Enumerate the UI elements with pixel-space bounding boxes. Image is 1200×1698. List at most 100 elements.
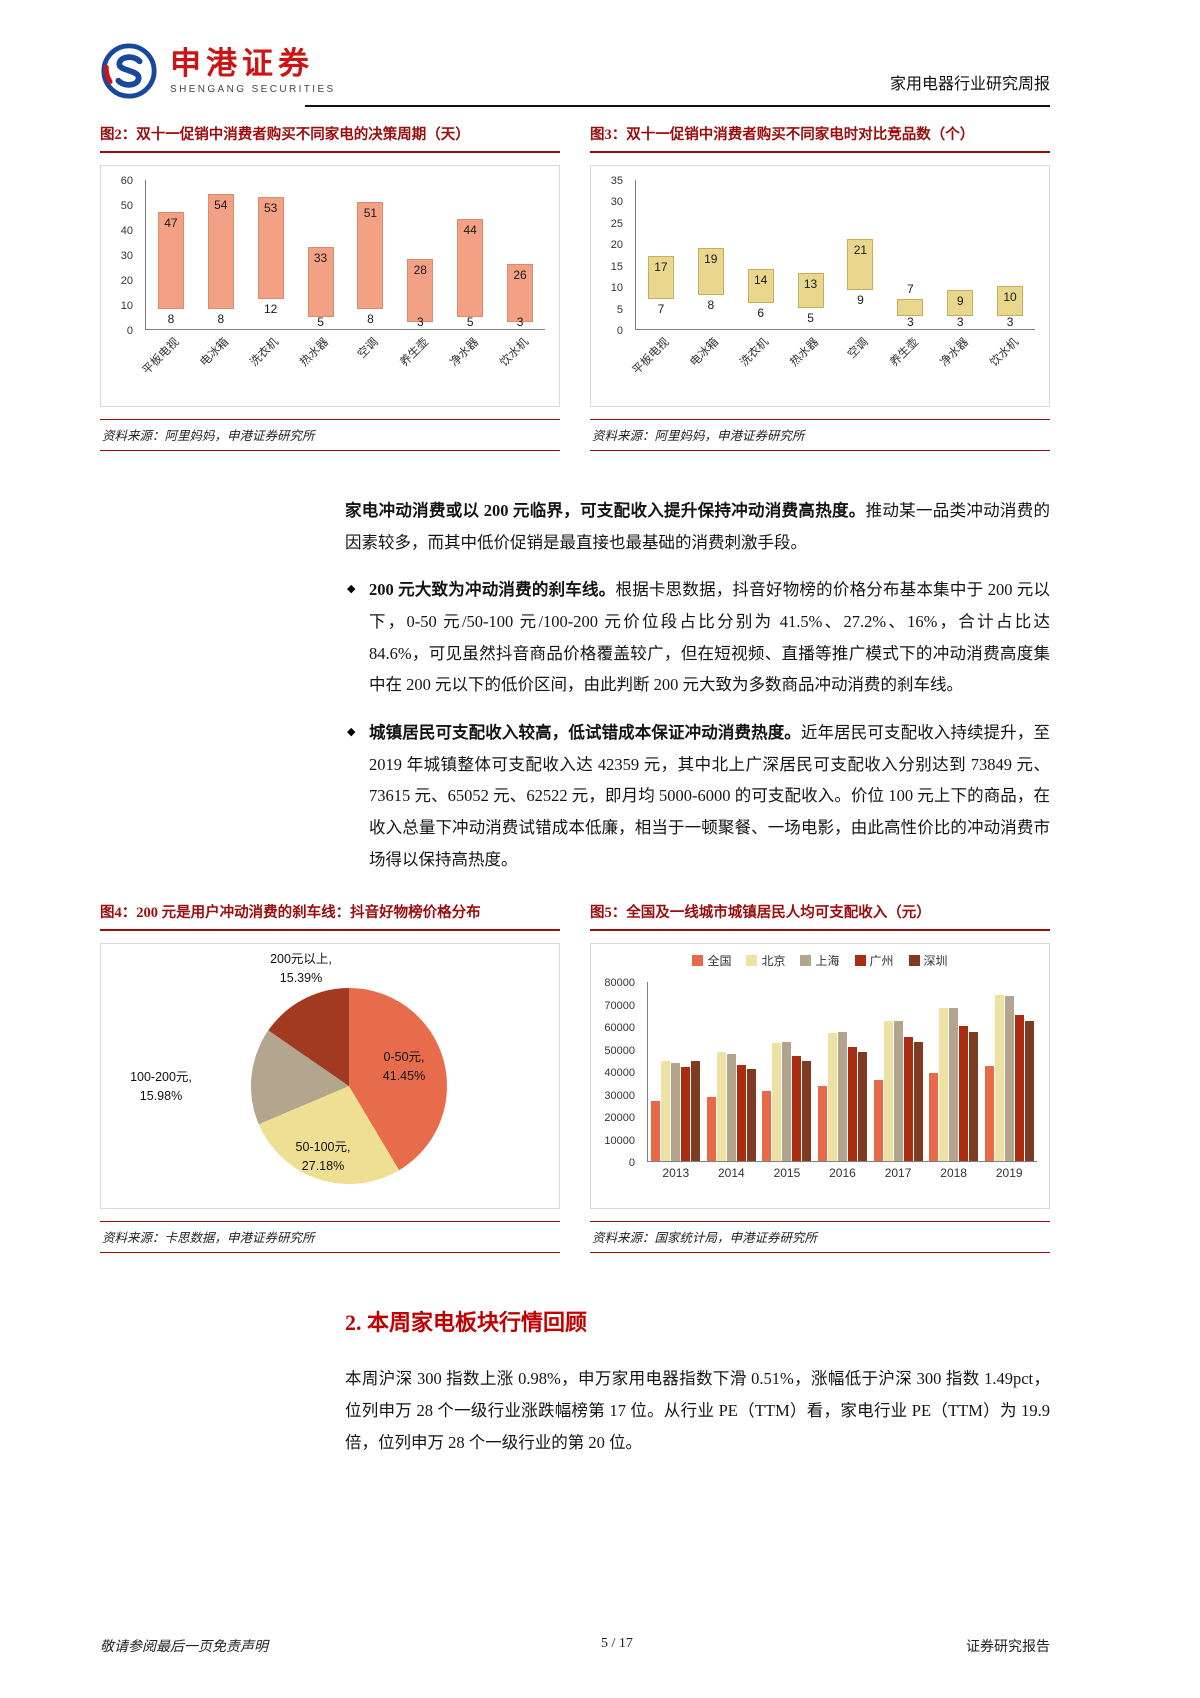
content-area: 申港证券 SHENGANG SECURITIES 家用电器行业研究周报 图2：双…: [100, 0, 1050, 1458]
category-column: 10 3 饮水机: [985, 180, 1035, 369]
y-tick-label: 0: [126, 325, 133, 338]
range-bar: [157, 211, 184, 310]
x-axis-label: 电冰箱: [688, 336, 722, 370]
y-tick-label: 20: [120, 275, 133, 288]
legend-item: 全国: [692, 952, 731, 969]
bar: [792, 1056, 802, 1162]
range-bar: [747, 269, 774, 304]
bullet-1: ◆ 200 元大致为冲动消费的刹车线。根据卡思数据，抖音好物榜的价格分布基本集中…: [345, 574, 1050, 701]
high-value-label: 28: [413, 263, 427, 278]
category-column: 28 3 养生壶: [395, 180, 445, 369]
page-header: 申港证券 SHENGANG SECURITIES 家用电器行业研究周报: [100, 0, 1050, 100]
figure-5-source: 资料来源：国家统计局，申港证券研究所: [590, 1221, 1050, 1254]
category-column: 13 5 热水器: [786, 180, 836, 369]
bar: [716, 1052, 726, 1162]
body-text: 家电冲动消费或以 200 元临界，可支配收入提升保持冲动消费高热度。推动某一品类…: [345, 495, 1050, 875]
low-value-label: 3: [956, 315, 964, 330]
bar: [706, 1096, 716, 1162]
brand-name-en: SHENGANG SECURITIES: [170, 84, 336, 96]
legend: 全国 北京 上海 广州 深圳: [591, 952, 1049, 969]
legend-swatch: [908, 955, 920, 967]
section-paragraph: 本周沪深 300 指数上涨 0.98%，申万家用电器指数下滑 0.51%，涨幅低…: [345, 1369, 1050, 1452]
section-2: 2. 本周家电板块行情回顾 本周沪深 300 指数上涨 0.98%，申万家用电器…: [345, 1305, 1050, 1458]
y-tick-label: 0: [628, 1157, 635, 1170]
category-column: 9 3 净水器: [935, 180, 985, 369]
y-tick-label: 20: [610, 239, 623, 252]
section-heading: 2. 本周家电板块行情回顾: [345, 1310, 588, 1336]
bar: [651, 1100, 661, 1162]
y-tick-label: 25: [610, 217, 623, 230]
plot-area: 2013 2014 2015 2016 2017 2018 2019: [647, 982, 1037, 1180]
y-tick-label: 50000: [604, 1044, 635, 1057]
low-value-label: 3: [416, 315, 424, 330]
category-column: 53 12 洗衣机: [246, 180, 296, 369]
report-title: 家用电器行业研究周报: [889, 76, 1050, 93]
year-group: 2018: [926, 982, 982, 1180]
x-axis-label: 热水器: [298, 336, 332, 370]
category-column: 44 5 净水器: [445, 180, 495, 369]
range-bar: [697, 247, 724, 295]
range-bar: [847, 239, 874, 291]
low-value-label: 8: [367, 312, 374, 327]
bar: [939, 1008, 949, 1162]
figure-row-2: 图4：200 元是用户冲动消费的刹车线：抖音好物榜价格分布 0-50元, 41.…: [100, 903, 1050, 1254]
high-value-label: 10: [1003, 290, 1017, 305]
x-axis-label: 养生壶: [888, 336, 921, 370]
bullet-2-bold-text: 城镇居民可支配收入较高，低试错成本保证冲动消费热度。: [369, 723, 801, 743]
page-footer: 敬请参阅最后一页免责声明 5 / 17 证券研究报告: [100, 1636, 1050, 1656]
figure-3-source: 资料来源：阿里妈妈，申港证券研究所: [590, 419, 1050, 452]
figure-4-title: 图4：200 元是用户冲动消费的刹车线：抖音好物榜价格分布: [100, 903, 560, 932]
legend-swatch: [800, 955, 812, 967]
category-column: 33 5 热水器: [296, 180, 346, 369]
figure-2: 图2：双十一促销中消费者购买不同家电的决策周期（天） 0 10 20 30 40 50 60…: [100, 125, 560, 452]
bullet-1-rest-text: 根据卡思数据，抖音好物榜的价格分布基本集中于 200 元以下，0-50 元/50…: [369, 580, 1051, 695]
bar: [1014, 1015, 1024, 1162]
x-axis-label: 2018: [940, 1166, 967, 1181]
low-value-label: 7: [657, 302, 665, 317]
low-value-label: 8: [167, 312, 175, 327]
low-value-label: 8: [217, 312, 225, 327]
intro-paragraph: 家电冲动消费或以 200 元临界，可支配收入提升保持冲动消费高热度。推动某一品类…: [345, 495, 1050, 558]
y-tick-label: 20000: [604, 1112, 635, 1125]
brand-logo-icon: [101, 43, 157, 99]
bar: [681, 1066, 691, 1162]
low-value-label: 8: [707, 297, 715, 312]
year-group: 2014: [704, 982, 760, 1180]
y-tick-label: 60000: [604, 1022, 635, 1035]
bar: [817, 1085, 827, 1162]
x-axis-label: 2017: [884, 1166, 912, 1181]
y-axis: 0 10 20 30 40 50 60: [101, 175, 139, 337]
footer-doc-type: 证券研究报告: [965, 1640, 1050, 1655]
legend-label: 全国: [707, 954, 732, 969]
bar: [913, 1042, 923, 1162]
bar: [929, 1073, 939, 1162]
bar: [873, 1079, 883, 1162]
y-tick-label: 30000: [604, 1089, 635, 1102]
category-column: 21 9 空调: [836, 180, 886, 361]
x-axis-label: 2013: [662, 1166, 690, 1181]
category-column: 54 8 电冰箱: [196, 180, 246, 369]
high-value-label: 33: [313, 250, 328, 265]
year-group: 2013: [648, 982, 704, 1180]
figure-2-title: 图2：双十一促销中消费者购买不同家电的决策周期（天）: [100, 125, 560, 154]
y-tick-label: 60: [120, 175, 133, 188]
range-bar: [797, 273, 824, 308]
brand-text: 申港证券 SHENGANG SECURITIES: [170, 46, 336, 96]
high-value-label: 53: [264, 200, 278, 215]
bar: [772, 1042, 782, 1162]
low-value-label: 5: [317, 315, 324, 330]
high-value-label: 9: [956, 294, 964, 309]
figure-4-source: 资料来源：卡思数据，申港证券研究所: [100, 1221, 560, 1254]
pie-label-0-50: 0-50元, 41.45%: [382, 1050, 426, 1083]
legend-item: 上海: [800, 952, 840, 969]
y-axis: 0 10000 20000 30000 40000 50000 60000 70000 8000…: [591, 977, 641, 1169]
legend-label: 北京: [761, 954, 786, 969]
x-axis-label: 养生壶: [398, 336, 431, 370]
figure-2-source: 资料来源：阿里妈妈，申港证券研究所: [100, 419, 560, 452]
low-value-label: 3: [1006, 315, 1014, 330]
legend-swatch: [746, 955, 758, 967]
legend-label: 上海: [815, 954, 840, 969]
high-value-label: 14: [754, 273, 768, 288]
bar: [959, 1026, 969, 1162]
